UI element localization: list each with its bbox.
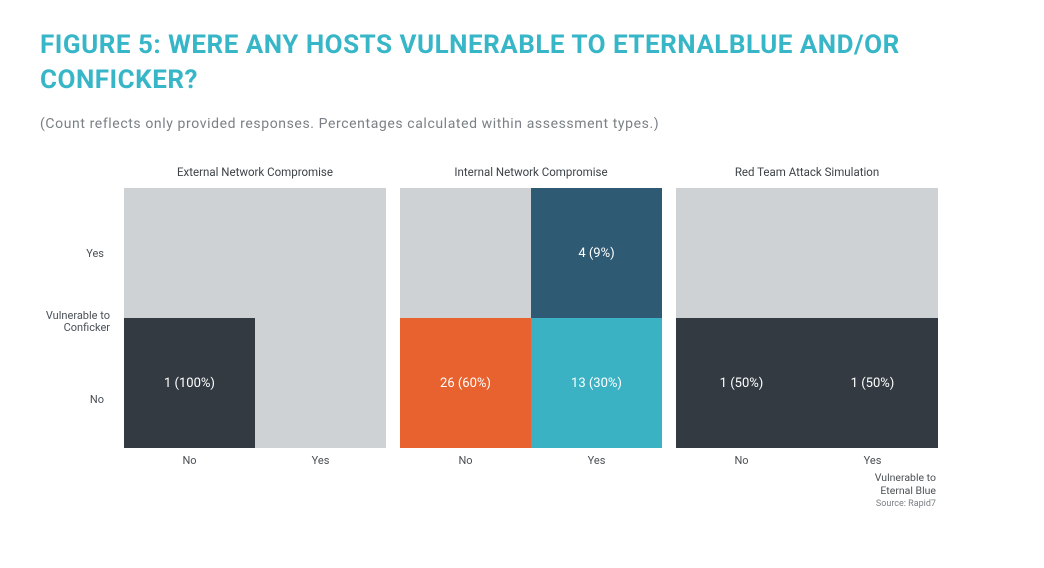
- cell-0-yes-yes: [255, 188, 386, 318]
- heatmap-2: 1 (50%) 1 (50%): [676, 188, 938, 448]
- y-axis: Yes Vulnerable to Conficker No: [40, 164, 110, 464]
- charts-row: Yes Vulnerable to Conficker No External …: [40, 164, 1004, 511]
- heatmap-0: 1 (100%): [124, 188, 386, 448]
- y-axis-label-line2: Conficker: [64, 321, 110, 334]
- y-tick-yes: Yes: [86, 188, 110, 318]
- x-tick-0-no: No: [124, 454, 255, 467]
- subtitle: (Count reflects only provided responses.…: [40, 116, 1004, 132]
- x-tick-2-yes: Yes: [807, 454, 938, 467]
- panel-title-0: External Network Compromise: [177, 164, 333, 180]
- x-ticks-2: No Yes: [676, 454, 938, 467]
- x-axis-label-line2: Eternal Blue: [880, 484, 936, 497]
- x-axis-label: Vulnerable to Eternal Blue Source: Rapid…: [676, 471, 938, 511]
- cell-2-no-no: 1 (50%): [676, 318, 807, 448]
- heatmap-1: 4 (9%) 26 (60%) 13 (30%): [400, 188, 662, 448]
- panel-external: External Network Compromise 1 (100%) No …: [124, 164, 386, 467]
- x-tick-1-no: No: [400, 454, 531, 467]
- cell-2-yes-no: [676, 188, 807, 318]
- page-title: FIGURE 5: WERE ANY HOSTS VULNERABLE TO E…: [40, 28, 1004, 98]
- cell-2-no-yes: 1 (50%): [807, 318, 938, 448]
- x-tick-2-no: No: [676, 454, 807, 467]
- panel-redteam: Red Team Attack Simulation 1 (50%) 1 (50…: [676, 164, 938, 511]
- cell-2-yes-yes: [807, 188, 938, 318]
- x-tick-0-yes: Yes: [255, 454, 386, 467]
- cell-0-no-yes: [255, 318, 386, 448]
- x-ticks-0: No Yes: [124, 454, 386, 467]
- panel-internal: Internal Network Compromise 4 (9%) 26 (6…: [400, 164, 662, 467]
- cell-0-yes-no: [124, 188, 255, 318]
- cell-1-yes-yes: 4 (9%): [531, 188, 662, 318]
- cell-1-no-no: 26 (60%): [400, 318, 531, 448]
- x-tick-1-yes: Yes: [531, 454, 662, 467]
- x-ticks-1: No Yes: [400, 454, 662, 467]
- panel-title-1: Internal Network Compromise: [454, 164, 607, 180]
- x-axis-label-line1: Vulnerable to: [875, 471, 936, 484]
- y-tick-no: No: [90, 334, 110, 464]
- panel-title-2: Red Team Attack Simulation: [735, 164, 879, 180]
- y-axis-label-line1: Vulnerable to: [46, 309, 110, 322]
- cell-1-yes-no: [400, 188, 531, 318]
- cell-0-no-no: 1 (100%): [124, 318, 255, 448]
- cell-1-no-yes: 13 (30%): [531, 318, 662, 448]
- source-line: Source: Rapid7: [676, 499, 936, 510]
- y-axis-label: Vulnerable to Conficker: [30, 310, 110, 334]
